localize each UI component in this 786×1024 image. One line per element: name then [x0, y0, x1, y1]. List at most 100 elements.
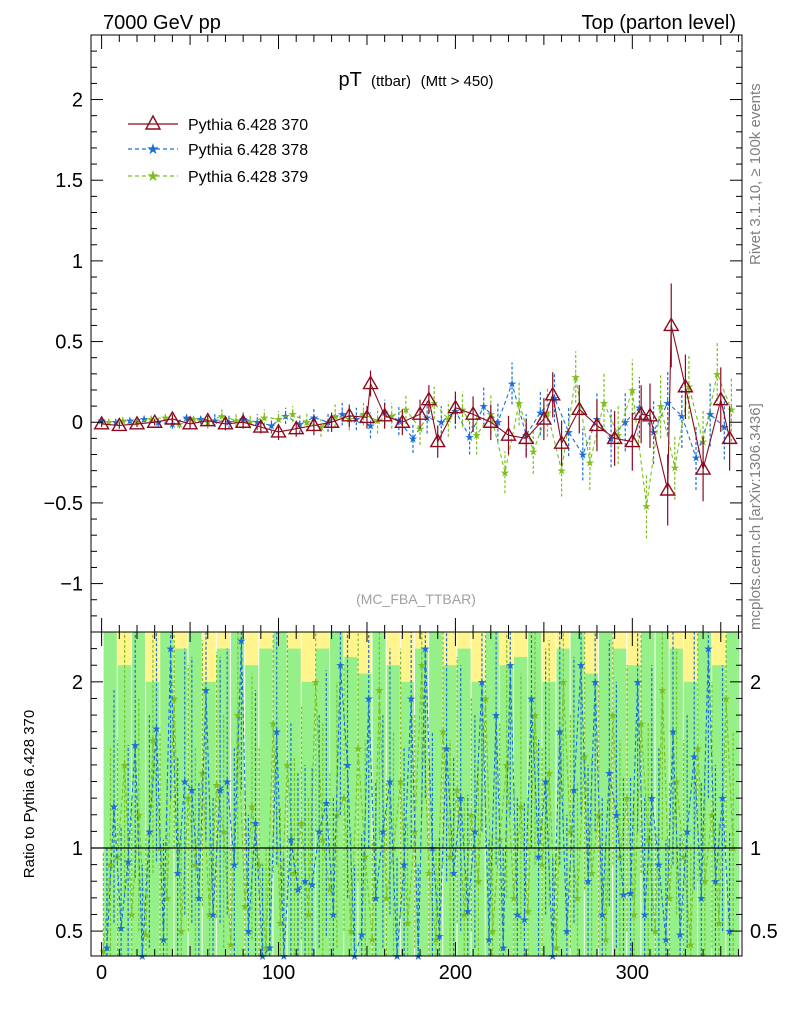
ratio-379-point: ★: [106, 860, 116, 872]
series-379-point: ★: [429, 398, 439, 410]
ratio-379-point: ★: [466, 810, 476, 822]
ratio-379-point: ★: [127, 909, 137, 921]
ratio-378-point: ★: [208, 909, 218, 921]
ratio-panel-frame: [90, 631, 743, 957]
ratio-378-point: ★: [640, 909, 650, 921]
ratio-378-point: ★: [590, 677, 600, 689]
ratio-378-point: ★: [251, 818, 261, 830]
ratio-378-point: ★: [463, 906, 473, 918]
series-379-point: ★: [245, 417, 255, 429]
ratio-378-point: ★: [385, 777, 395, 789]
ratio-379-point: ★: [629, 909, 639, 921]
series-378-point: ★: [167, 419, 177, 431]
series-370-point: [234, 413, 252, 428]
legend: Pythia 6.428 370 ★ Pythia 6.428 378 ★ Py…: [128, 114, 308, 186]
series-379-point: ★: [160, 412, 170, 424]
ratio-y-tick-label: 0.5: [55, 921, 83, 943]
ratio-379-point: ★: [459, 909, 469, 921]
ratio-379-point: ★: [367, 934, 377, 946]
series-370-point: [362, 375, 379, 390]
ratio-378-point: ★: [201, 685, 211, 697]
series-379-point: ★: [259, 412, 269, 424]
ratio-379-point: ★: [374, 685, 384, 697]
ratio-378-point: ★: [272, 727, 282, 739]
ratio-379-point: ★: [353, 743, 363, 755]
ratio-378-point: ★: [576, 660, 586, 672]
series-370-point: [93, 415, 110, 430]
ratio-379-point: ★: [346, 926, 356, 938]
ratio-378-point: ★: [661, 934, 671, 946]
series-378-point: ★: [465, 432, 475, 444]
ratio-378-point: ★: [470, 826, 480, 838]
series-370-point: [517, 429, 535, 445]
ratio-378-point: ★: [244, 926, 254, 938]
ratio-379-point: ★: [565, 826, 575, 838]
ratio-379-point: ★: [537, 860, 547, 872]
ratio-378-point: ★: [725, 926, 735, 938]
ratio-y-tick-label-right: 2: [750, 672, 761, 694]
main-y-tick-label: 1.5: [55, 170, 83, 192]
ratio-378-point: ★: [498, 943, 508, 955]
series-378-point: ★: [295, 419, 305, 431]
ratio-379-point: ★: [325, 885, 335, 897]
ratio-378-point: ★: [357, 929, 367, 941]
ratio-378-point: ★: [427, 843, 437, 855]
series-378-point: ★: [606, 433, 616, 445]
ratio-band-green: [344, 656, 358, 956]
rivet-version-note: Rivet 3.1.10, ≥ 100k events: [747, 83, 764, 265]
ratio-378-point: ★: [371, 893, 381, 905]
ratio-379-point: ★: [431, 934, 441, 946]
main-y-tick-label: 0.5: [55, 332, 83, 354]
ratio-378-point: ★: [597, 909, 607, 921]
ratio-379-point: ★: [551, 943, 561, 955]
series-370-point: [323, 413, 340, 428]
ratio-379-point: ★: [190, 860, 200, 872]
series-378-point: ★: [337, 409, 347, 421]
series-378-point: ★: [182, 412, 192, 424]
ratio-379-point: ★: [254, 860, 264, 872]
ratio-378-point: ★: [328, 909, 338, 921]
series-379-point: ★: [189, 414, 199, 426]
ratio-379-point: ★: [247, 801, 257, 813]
series-370-point: [358, 409, 376, 424]
ratio-379-point: ★: [339, 793, 349, 805]
legend-marker-379: ★: [146, 168, 159, 185]
x-axis: 0 100 200 300: [96, 35, 739, 984]
series-379-point: ★: [585, 458, 595, 470]
series-379-point: ★: [670, 462, 680, 474]
series-370-point: [376, 407, 393, 422]
ratio-378-point: ★: [166, 644, 176, 656]
series-370-point: [482, 413, 500, 428]
series-379-line: [108, 371, 732, 507]
ratio-379-point: ★: [410, 826, 420, 838]
ratio-379-point: ★: [580, 752, 590, 764]
series-378-point: ★: [550, 393, 560, 405]
series-379-point: ★: [542, 408, 552, 420]
series-370-point: [500, 426, 517, 441]
ratio-378-point: ★: [703, 644, 713, 656]
ratio-379-point: ★: [120, 760, 130, 772]
series-370-point: [394, 413, 411, 428]
ratio-378-point: ★: [512, 909, 522, 921]
series-370-point: [181, 415, 199, 430]
series-378-point: ★: [677, 411, 687, 423]
series-370-point: [677, 378, 694, 393]
series-370-point: [252, 418, 270, 433]
ratio-378-point: ★: [109, 801, 119, 813]
ratio-378-point: ★: [583, 876, 593, 888]
ratio-378-point: ★: [696, 893, 706, 905]
ratio-378-point: ★: [675, 929, 685, 941]
ratio-378-point: ★: [647, 793, 657, 805]
ratio-379-point: ★: [445, 851, 455, 863]
ratio-y-axis: 0.5 0.5 1 1 2 2: [55, 648, 778, 943]
series-378-point: ★: [535, 408, 545, 420]
series-379-point: ★: [175, 419, 185, 431]
ratio-379-point: ★: [452, 785, 462, 797]
ratio-379-point: ★: [311, 677, 321, 689]
ratio-378-point: ★: [420, 644, 430, 656]
ratio-378-point: ★: [130, 740, 140, 752]
series-370-point: [287, 420, 305, 435]
ratio-378-point: ★: [442, 743, 452, 755]
ratio-378-point: ★: [569, 785, 579, 797]
ratio-379-point: ★: [693, 743, 703, 755]
